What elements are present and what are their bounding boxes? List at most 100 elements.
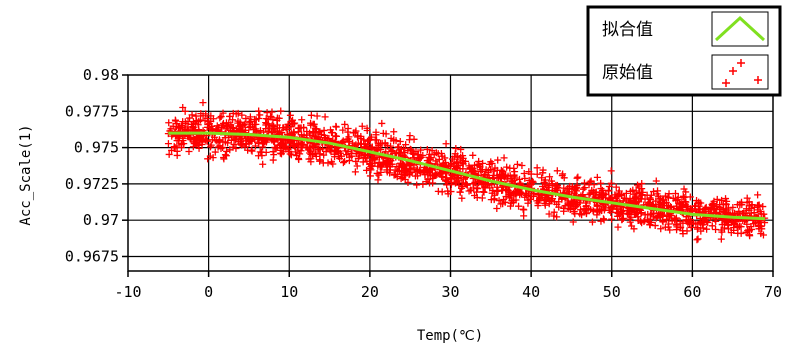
- raw-point: [510, 171, 518, 179]
- raw-point: [216, 142, 224, 150]
- x-tick-label: 20: [361, 283, 379, 301]
- raw-point: [235, 125, 243, 133]
- raw-point: [390, 128, 398, 136]
- raw-point: [582, 202, 590, 210]
- raw-point: [480, 180, 488, 188]
- raw-point: [573, 174, 581, 182]
- raw-point: [693, 197, 701, 205]
- raw-point: [294, 124, 302, 132]
- raw-point: [653, 190, 661, 198]
- raw-point: [408, 168, 416, 176]
- raw-point: [173, 142, 181, 150]
- legend-raw-point: [722, 79, 730, 87]
- raw-point: [341, 157, 349, 165]
- ticks: [122, 74, 774, 277]
- raw-point: [270, 151, 278, 159]
- raw-point: [631, 193, 639, 201]
- raw-point: [383, 168, 391, 176]
- raw-point: [403, 165, 411, 173]
- raw-point: [679, 227, 687, 235]
- raw-point: [242, 140, 250, 148]
- raw-point: [388, 160, 396, 168]
- raw-point: [597, 217, 605, 225]
- raw-point: [198, 137, 206, 145]
- raw-point: [590, 207, 598, 215]
- raw-point: [184, 118, 192, 126]
- raw-point: [502, 171, 510, 179]
- raw-point: [307, 111, 315, 119]
- raw-point: [682, 188, 690, 196]
- raw-point: [424, 175, 432, 183]
- y-tick-label: 0.975: [74, 139, 119, 157]
- raw-point: [650, 213, 658, 221]
- raw-point: [587, 177, 595, 185]
- raw-point: [244, 134, 252, 142]
- raw-point: [754, 201, 762, 209]
- raw-point: [361, 140, 369, 148]
- raw-point: [458, 179, 466, 187]
- raw-point: [527, 170, 535, 178]
- raw-point: [367, 163, 375, 171]
- raw-point: [647, 218, 655, 226]
- raw-point: [719, 207, 727, 215]
- raw-point: [251, 136, 259, 144]
- raw-point: [254, 139, 262, 147]
- raw-point: [215, 136, 223, 144]
- fit-line: [168, 131, 765, 221]
- raw-point: [665, 190, 673, 198]
- raw-point: [399, 161, 407, 169]
- raw-point: [255, 115, 263, 123]
- raw-point: [265, 124, 273, 132]
- raw-point: [513, 160, 521, 168]
- raw-point: [735, 208, 743, 216]
- raw-point: [756, 208, 764, 216]
- raw-point: [605, 183, 613, 191]
- raw-point: [487, 196, 495, 204]
- y-tick-label: 0.98: [83, 66, 119, 84]
- raw-point: [703, 225, 711, 233]
- x-tick-label: 0: [204, 283, 213, 301]
- raw-point: [245, 118, 253, 126]
- raw-point: [246, 123, 254, 131]
- legend-raw-point: [729, 67, 737, 75]
- raw-point: [371, 159, 379, 167]
- raw-point: [313, 112, 321, 120]
- raw-point: [597, 179, 605, 187]
- raw-point: [230, 141, 238, 149]
- raw-point: [566, 188, 574, 196]
- legend-raw-icon: [722, 59, 762, 87]
- raw-point: [528, 177, 536, 185]
- raw-point: [207, 112, 215, 120]
- raw-point: [607, 167, 615, 175]
- raw-point: [724, 220, 732, 228]
- raw-point: [750, 203, 758, 211]
- raw-point: [316, 156, 324, 164]
- raw-point: [463, 181, 471, 189]
- raw-point: [509, 198, 517, 206]
- raw-point: [729, 203, 737, 211]
- raw-point: [168, 146, 176, 154]
- raw-point: [507, 177, 515, 185]
- raw-point: [456, 188, 464, 196]
- raw-point: [379, 129, 387, 137]
- raw-point: [351, 129, 359, 137]
- raw-point: [238, 141, 246, 149]
- raw-point: [503, 163, 511, 171]
- raw-point: [255, 107, 263, 115]
- raw-point: [730, 221, 738, 229]
- raw-point: [332, 123, 340, 131]
- raw-point: [178, 141, 186, 149]
- raw-point: [553, 167, 561, 175]
- raw-point: [538, 174, 546, 182]
- raw-point: [291, 148, 299, 156]
- raw-point: [741, 209, 749, 217]
- raw-point: [586, 178, 594, 186]
- raw-point: [666, 226, 674, 234]
- x-tick-label: 10: [280, 283, 298, 301]
- y-tick-label: 0.9675: [65, 247, 119, 265]
- raw-point: [336, 149, 344, 157]
- raw-point: [664, 193, 672, 201]
- raw-point: [527, 193, 535, 201]
- raw-point: [523, 191, 531, 199]
